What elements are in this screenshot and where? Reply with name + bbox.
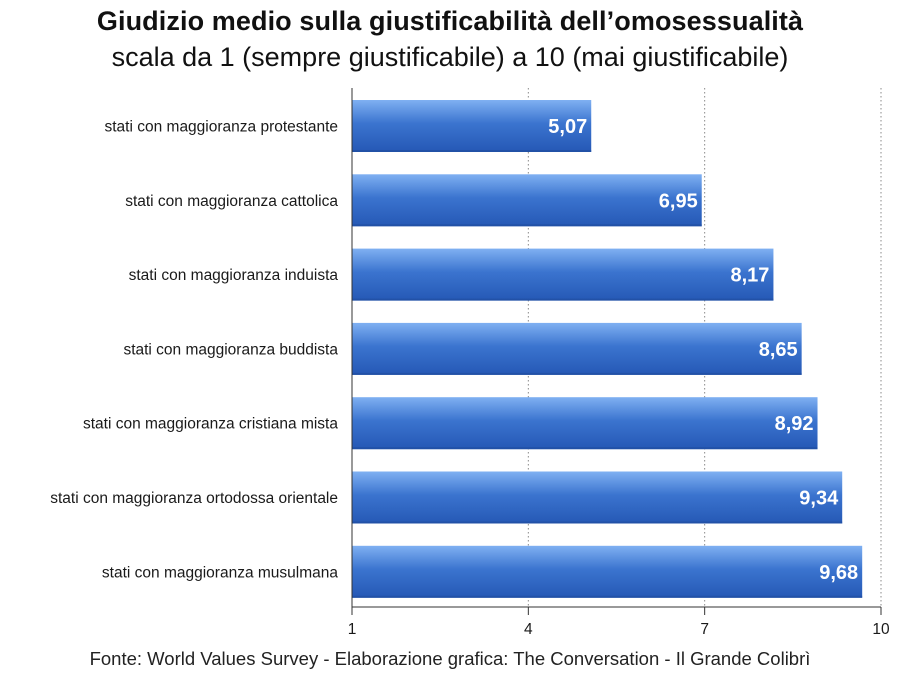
bar-shadow-4 [352,372,802,375]
bar-shadow-3 [352,298,774,301]
category-label-5: stati con maggioranza cristiana mista [83,416,338,433]
category-label-2: stati con maggioranza cattolica [125,193,338,210]
value-label-6: 9,34 [799,488,839,510]
x-tick-label-7: 7 [700,621,709,638]
bar-7 [352,545,863,598]
chart-subtitle: scala da 1 (sempre giustificabile) a 10 … [111,42,789,72]
value-label-5: 8,92 [775,413,814,435]
x-axis: 1 4 7 10 [348,88,890,638]
value-label-2: 6,95 [659,190,698,212]
bar-5 [352,397,818,450]
category-labels: stati con maggioranza protestante stati c… [50,119,338,582]
value-label-3: 8,17 [730,265,769,287]
category-label-1: stati con maggioranza protestante [105,119,339,136]
bar-shadow-7 [352,595,863,598]
bar-4 [352,322,802,375]
source-note: Fonte: World Values Survey - Elaborazion… [89,648,811,669]
bar-6 [352,471,843,524]
x-tick-label-10: 10 [872,621,890,638]
bar-shadow-5 [352,447,818,450]
category-label-6: stati con maggioranza ortodossa oriental… [50,490,338,507]
value-label-1: 5,07 [548,116,587,138]
x-tick-label-1: 1 [348,621,357,638]
bar-1 [352,100,592,152]
bar-shadow-6 [352,521,843,524]
category-label-7: stati con maggioranza musulmana [102,564,338,581]
category-label-3: stati con maggioranza induista [129,267,339,284]
value-label-7: 9,68 [819,562,858,584]
bar-shadow-2 [352,224,702,227]
bar-3 [352,248,774,301]
bar-2 [352,174,702,227]
bar-shadow-1 [352,150,592,152]
x-tick-label-4: 4 [524,621,533,638]
value-label-4: 8,65 [759,339,798,361]
chart-title: Giudizio medio sulla giustificabilità de… [96,6,804,36]
bars: 5,07 6,95 8,17 8,65 8,92 9,34 9,68 [352,100,863,598]
category-label-4: stati con maggioranza buddista [123,341,338,358]
